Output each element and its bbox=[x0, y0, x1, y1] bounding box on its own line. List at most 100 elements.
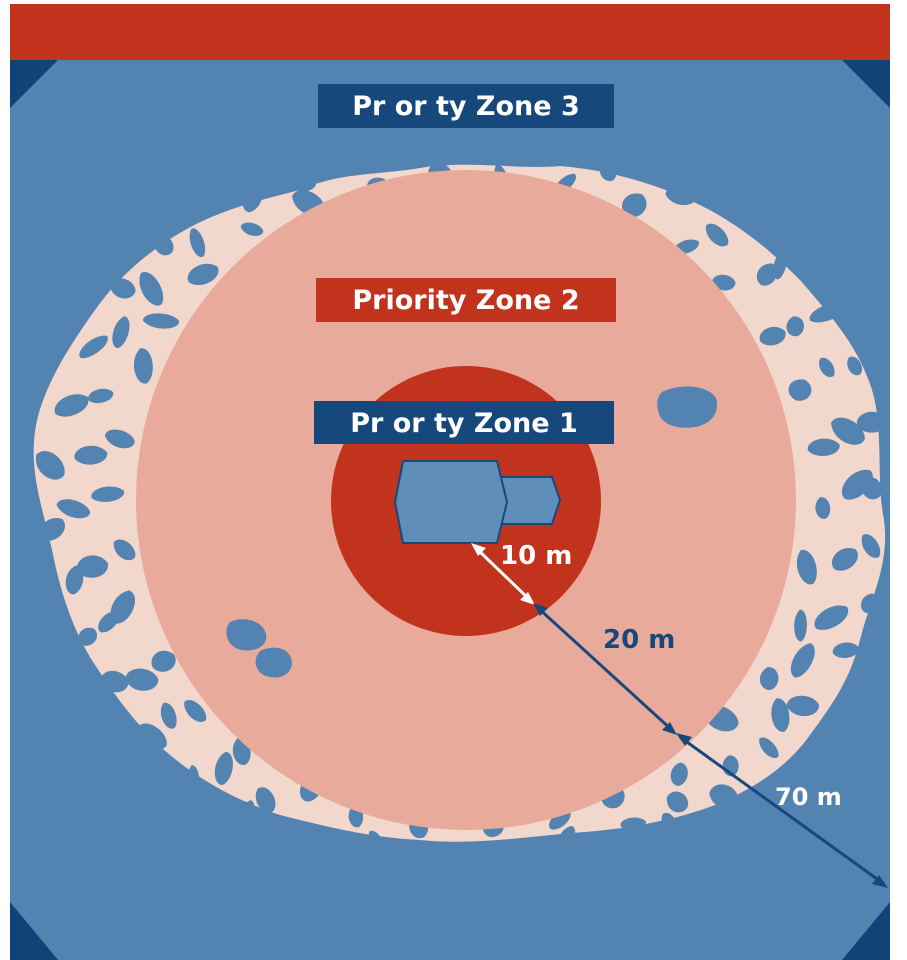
building bbox=[393, 460, 562, 544]
speckle-blob bbox=[727, 200, 750, 225]
speckle-blob bbox=[807, 438, 840, 456]
speckle-blob bbox=[160, 702, 177, 729]
zone2-blobs bbox=[226, 386, 718, 678]
speckle-blob bbox=[771, 698, 790, 732]
speckle-blob bbox=[137, 723, 167, 750]
speckle-blob bbox=[549, 810, 571, 830]
speckle-blob bbox=[184, 700, 207, 722]
speckle-blob bbox=[831, 548, 858, 571]
top-bar bbox=[10, 4, 890, 60]
speckle-blob bbox=[620, 817, 646, 830]
speckle-blob bbox=[861, 593, 878, 614]
speckle-blob bbox=[125, 668, 159, 691]
zone2-blob bbox=[226, 619, 267, 651]
speckle-blob bbox=[809, 303, 845, 323]
speckle-blob bbox=[186, 765, 200, 801]
speckle-blob bbox=[791, 643, 815, 678]
speckle-blob bbox=[664, 173, 703, 187]
speckle-blob bbox=[214, 751, 233, 786]
speckle-blob bbox=[759, 326, 786, 346]
arrow-20m-head-end bbox=[662, 722, 677, 735]
speckle-blob bbox=[79, 335, 108, 359]
distance-arrows bbox=[471, 543, 888, 888]
speckle-blob bbox=[240, 222, 264, 236]
speckle-blob bbox=[786, 316, 804, 337]
speckle-blob bbox=[861, 534, 881, 558]
speckle-blob bbox=[756, 263, 778, 286]
speckle-blob bbox=[74, 445, 108, 465]
arrow-10m-head-end bbox=[520, 592, 535, 605]
speckle-blob bbox=[133, 348, 153, 384]
speckle-blob bbox=[622, 193, 647, 218]
speckle-blob bbox=[670, 762, 688, 786]
speckle-blob bbox=[104, 429, 135, 449]
speckle-blob bbox=[847, 356, 862, 376]
speckle-blob bbox=[36, 451, 65, 480]
speckle-blob bbox=[78, 627, 98, 646]
speckle-blob bbox=[54, 394, 89, 417]
speckle-blob bbox=[796, 550, 817, 585]
speckle-blob bbox=[109, 278, 136, 299]
speckle-blob bbox=[65, 565, 84, 595]
zone-3-label-text: Pr or ty Zone 3 bbox=[352, 91, 580, 122]
distance-label-70m: 70 m bbox=[775, 783, 842, 811]
speckle-blob bbox=[814, 605, 849, 630]
speckle-blob bbox=[665, 186, 697, 206]
speckle-blob bbox=[815, 497, 831, 519]
arrow-70m-head-start bbox=[676, 733, 692, 746]
speckle-blob bbox=[112, 316, 130, 349]
speckle-blob bbox=[98, 611, 119, 633]
speckle-blob bbox=[154, 235, 174, 256]
speckle-blob bbox=[661, 812, 678, 834]
speckle-blob bbox=[788, 379, 812, 401]
speckle-blob bbox=[184, 190, 209, 215]
speckle-blob bbox=[794, 609, 807, 642]
speckle-blob bbox=[786, 695, 819, 716]
speckle-blob bbox=[56, 499, 91, 519]
arrow-20m-line bbox=[535, 605, 675, 733]
zone-3-label: Pr or ty Zone 3 bbox=[318, 84, 614, 128]
speckle-blob bbox=[294, 174, 317, 192]
building-main bbox=[393, 460, 509, 544]
distance-label-20m: 20 m bbox=[603, 625, 675, 655]
speckle-blob bbox=[189, 228, 206, 257]
speckle-blob bbox=[773, 250, 787, 280]
arrow-70m-head-end bbox=[872, 875, 888, 888]
speckle-blob bbox=[711, 274, 736, 291]
speckle-blob bbox=[304, 827, 332, 847]
speckle-blob bbox=[557, 825, 576, 851]
speckle-blob bbox=[709, 784, 739, 809]
zone-1-label-text: Pr or ty Zone 1 bbox=[350, 408, 578, 439]
speckle-blob bbox=[40, 517, 65, 541]
arrow-10m-head-start bbox=[471, 543, 486, 556]
speckle-blob bbox=[368, 830, 389, 863]
speckle-blob bbox=[151, 650, 176, 672]
speckle-blob bbox=[139, 272, 164, 306]
speckle-blob bbox=[113, 539, 136, 561]
speckle-blob bbox=[142, 313, 180, 329]
speckle-blob bbox=[819, 357, 835, 377]
zone-2-label: Priority Zone 2 bbox=[316, 278, 616, 322]
arrow-20m-head-start bbox=[533, 603, 548, 616]
speckle-blob bbox=[861, 477, 882, 500]
distance-label-10m: 10 m bbox=[500, 541, 572, 571]
zone-3-label-bg bbox=[318, 84, 614, 128]
zone-1-label-bg bbox=[314, 401, 614, 444]
zone2-blob bbox=[657, 386, 718, 428]
speckle-blob bbox=[857, 411, 888, 433]
arrow-10m-line bbox=[474, 546, 532, 602]
speckle-blob bbox=[255, 787, 276, 813]
speckle-blob bbox=[832, 642, 859, 658]
arrow-70m-line bbox=[679, 735, 885, 886]
speckle-blob bbox=[759, 667, 779, 690]
speckle-blob bbox=[666, 791, 689, 813]
speckle-blob bbox=[831, 417, 865, 445]
speckle-blob bbox=[759, 737, 779, 758]
zone-2-label-bg bbox=[316, 278, 616, 322]
zone2-blob bbox=[255, 647, 292, 678]
zone-2-label-text: Priority Zone 2 bbox=[352, 285, 579, 316]
speckle-blob bbox=[77, 555, 108, 578]
speckle-blob bbox=[100, 670, 129, 693]
speckle-blob bbox=[88, 388, 114, 404]
